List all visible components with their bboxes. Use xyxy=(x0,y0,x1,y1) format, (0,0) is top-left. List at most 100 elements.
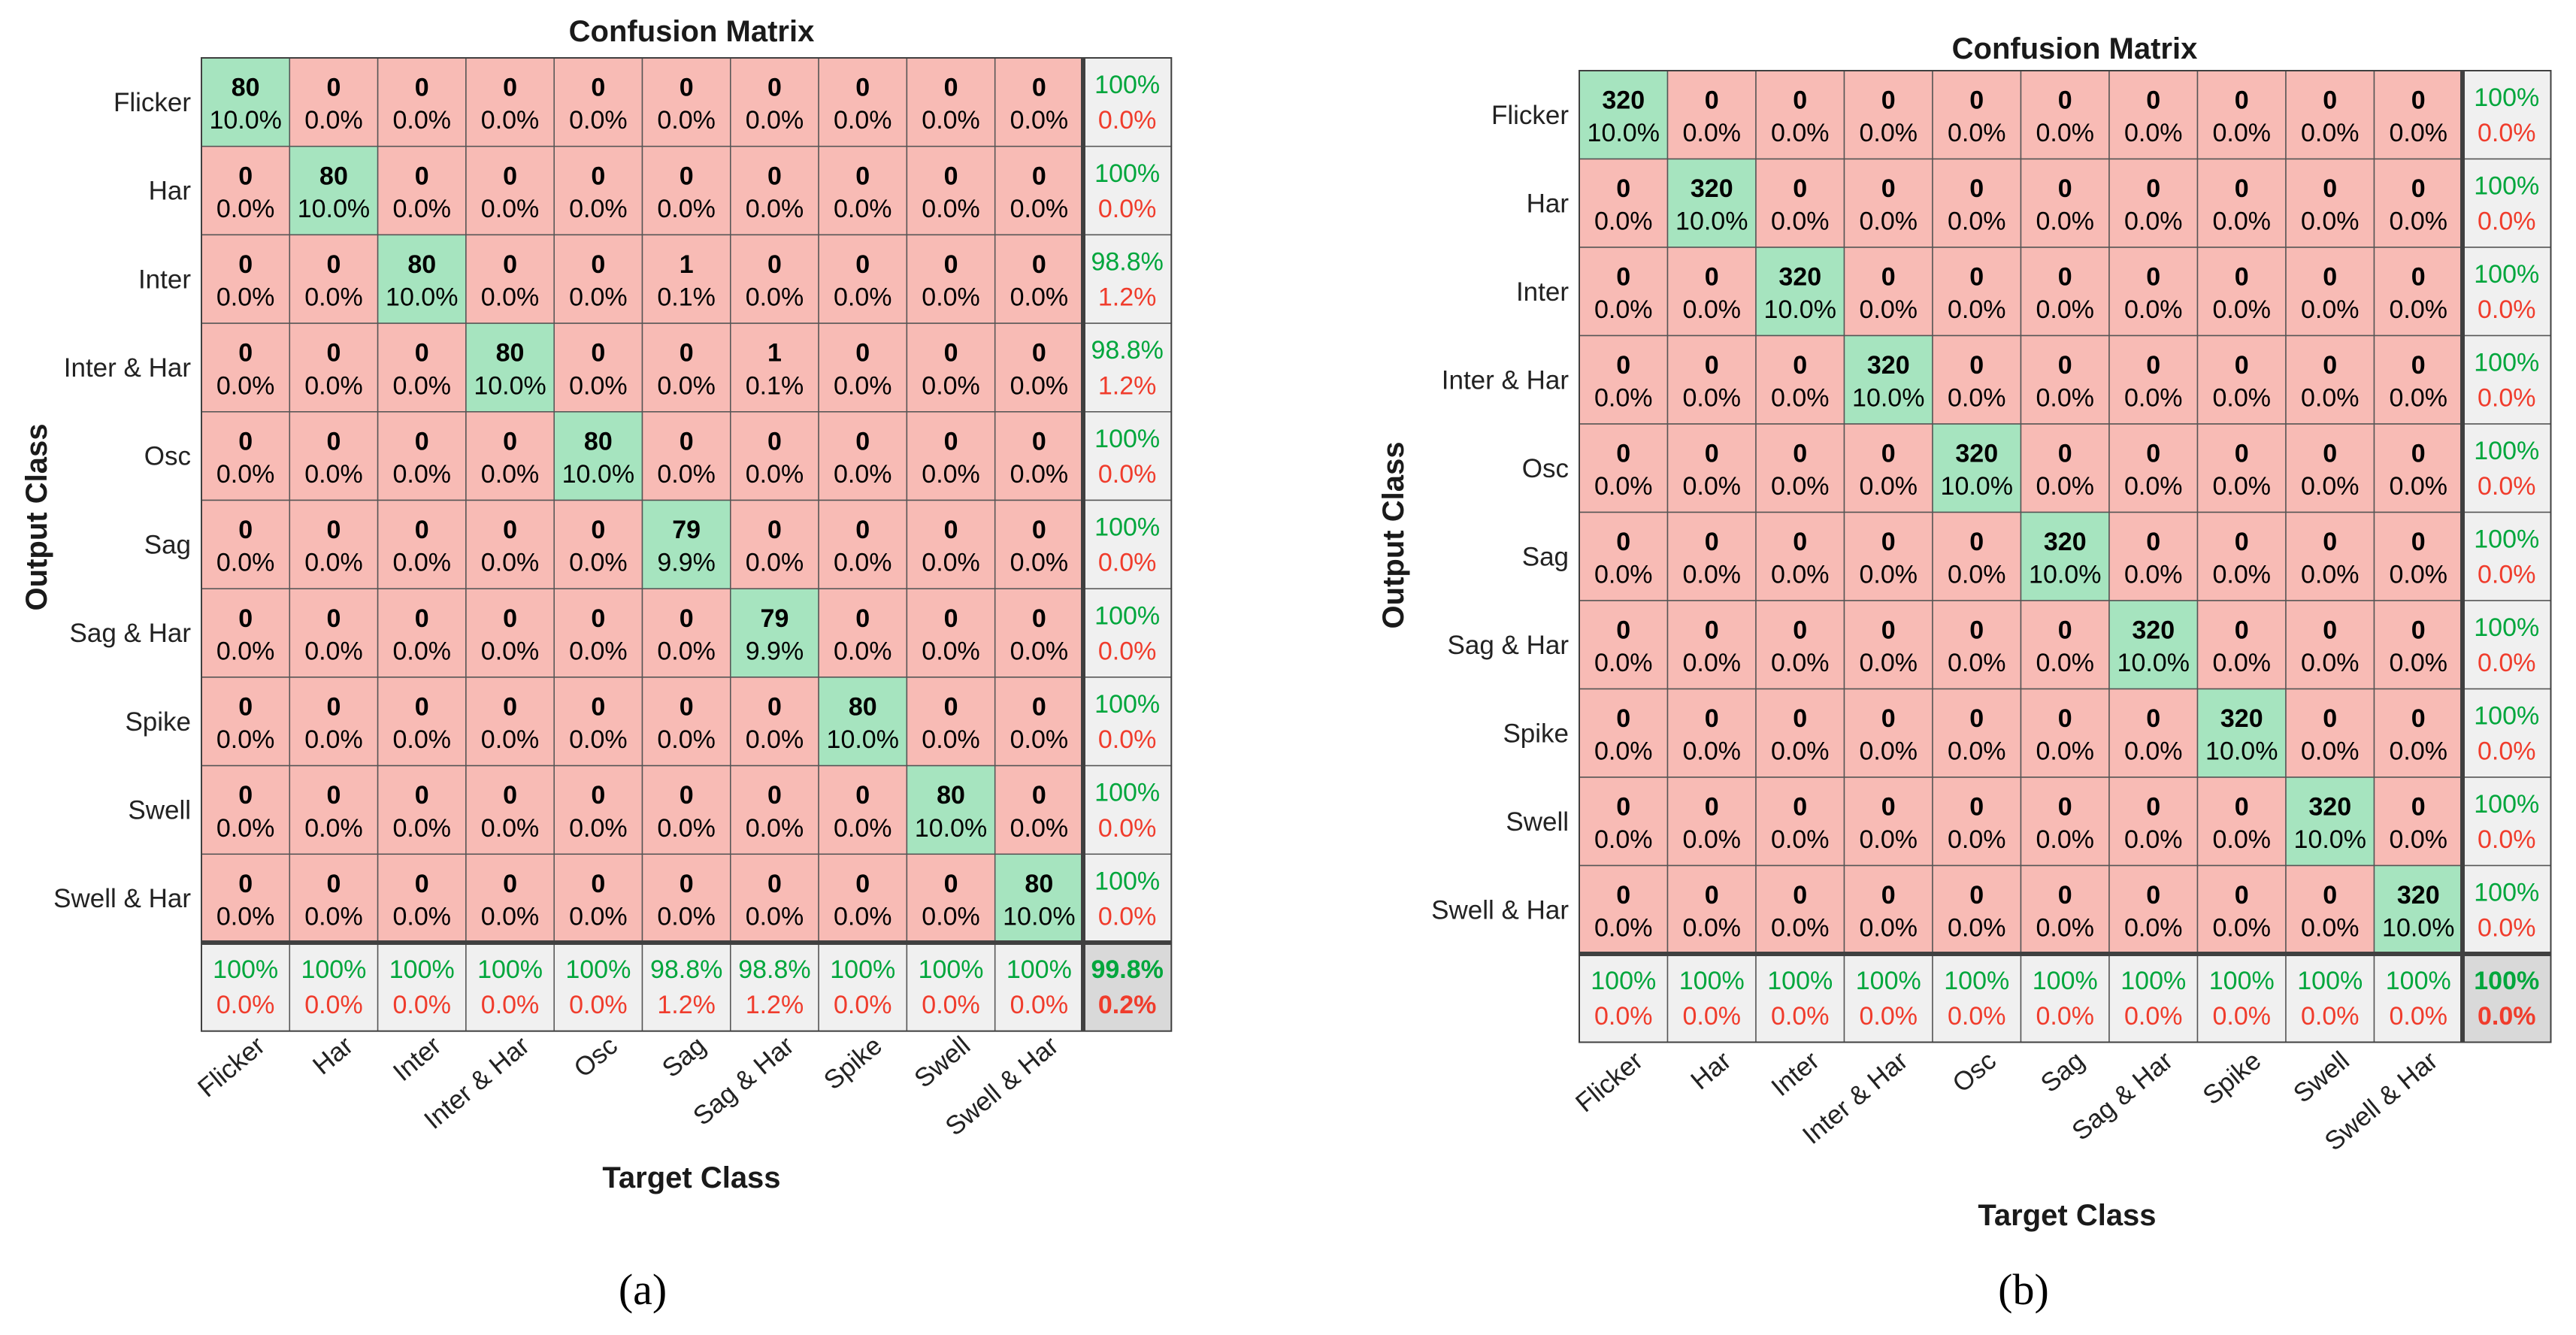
col-recall: 100% xyxy=(2297,967,2363,995)
matrix-cell: 0 0.0% xyxy=(1579,776,1669,867)
row-summary-cell: 100% 0.0% xyxy=(2462,600,2552,690)
row-error: 0.0% xyxy=(2478,825,2536,854)
matrix-cell: 320 10.0% xyxy=(2285,776,2375,867)
cell-count: 0 xyxy=(944,870,958,898)
col-summary-cell: 98.8% 1.2% xyxy=(641,942,731,1032)
cell-percent: 0.0% xyxy=(2301,561,2360,589)
cell-count: 0 xyxy=(767,516,782,544)
matrix-cell: 0 0.0% xyxy=(377,322,467,413)
col-label: Flicker xyxy=(1570,1046,1648,1118)
cell-percent: 0.0% xyxy=(1948,295,2006,324)
cell-percent: 0.0% xyxy=(746,106,804,135)
matrix-cell: 320 10.0% xyxy=(1666,158,1757,248)
matrix-cell: 320 10.0% xyxy=(1843,335,1933,425)
col-error: 0.0% xyxy=(1948,1002,2006,1031)
cell-percent: 0.0% xyxy=(657,725,716,754)
cell-count: 0 xyxy=(1793,174,1807,203)
cell-percent: 0.0% xyxy=(1010,814,1069,843)
cell-percent: 0.0% xyxy=(216,725,275,754)
row-label: Har xyxy=(1527,189,1570,218)
cell-percent: 0.0% xyxy=(746,725,804,754)
subfigure-label: (a) xyxy=(619,1265,667,1314)
cell-percent: 10.0% xyxy=(298,195,370,223)
matrix-cell: 0 0.0% xyxy=(994,764,1084,855)
row-precision: 100% xyxy=(2474,613,2539,642)
cell-percent: 0.0% xyxy=(2301,384,2360,413)
cell-count: 0 xyxy=(855,516,870,544)
matrix-cell: 0 0.0% xyxy=(2285,70,2375,160)
y-axis-label: Output Class xyxy=(20,424,53,611)
cell-count: 0 xyxy=(855,250,870,279)
col-error: 0.0% xyxy=(2036,1002,2095,1031)
cell-percent: 0.0% xyxy=(1010,195,1069,223)
row-error: 0.0% xyxy=(1098,195,1157,223)
matrix-cell: 0 0.0% xyxy=(1843,511,1933,601)
matrix-cell: 80 10.0% xyxy=(994,853,1084,943)
cell-count: 0 xyxy=(2058,351,2072,380)
matrix-cell: 80 10.0% xyxy=(818,677,908,767)
cell-count: 0 xyxy=(2235,263,2249,292)
cell-count: 320 xyxy=(1602,86,1645,115)
cell-percent: 0.0% xyxy=(834,460,892,489)
cell-percent: 0.0% xyxy=(922,460,980,489)
matrix-cell: 320 10.0% xyxy=(2196,688,2287,778)
matrix-cell: 0 0.0% xyxy=(1755,423,1845,513)
matrix-cell: 0 0.0% xyxy=(1932,600,2022,690)
cell-percent: 0.0% xyxy=(1771,384,1830,413)
matrix-cell: 0 0.0% xyxy=(906,411,996,501)
cell-count: 0 xyxy=(2235,351,2249,380)
cell-count: 0 xyxy=(1793,351,1807,380)
col-recall: 100% xyxy=(2209,967,2275,995)
col-summary-cell: 100% 0.0% xyxy=(1579,953,1669,1043)
cell-count: 0 xyxy=(1969,704,1984,733)
col-recall: 100% xyxy=(213,955,278,984)
cell-percent: 0.0% xyxy=(304,283,363,312)
row-error: 1.2% xyxy=(1098,283,1157,312)
matrix-cell: 0 0.0% xyxy=(289,677,379,767)
cell-percent: 0.1% xyxy=(746,371,804,400)
col-summary-cell: 100% 0.0% xyxy=(553,942,643,1032)
matrix-cell: 0 0.0% xyxy=(1932,70,2022,160)
matrix-cell: 0 0.0% xyxy=(1755,776,1845,867)
cell-count: 80 xyxy=(232,74,260,102)
cell-percent: 0.0% xyxy=(481,725,540,754)
cell-count: 0 xyxy=(415,781,429,810)
col-summary-cell: 100% 0.0% xyxy=(289,942,379,1032)
cell-percent: 0.0% xyxy=(2390,207,2448,236)
matrix-cell: 0 0.0% xyxy=(553,677,643,767)
matrix-cell: 0 0.0% xyxy=(818,145,908,236)
cell-percent: 0.0% xyxy=(1683,119,1742,147)
matrix-title: Confusion Matrix xyxy=(569,15,815,48)
matrix-cell: 0 0.0% xyxy=(553,499,643,589)
cell-count: 0 xyxy=(855,427,870,456)
col-recall: 98.8% xyxy=(650,955,722,984)
cell-percent: 0.0% xyxy=(393,902,452,931)
col-summary-cell: 98.8% 1.2% xyxy=(730,942,819,1032)
matrix-cell: 0 0.0% xyxy=(1666,688,1757,778)
matrix-cell: 0 0.0% xyxy=(2285,600,2375,690)
cell-count: 320 xyxy=(1691,174,1733,203)
matrix-cell: 0 0.0% xyxy=(730,145,819,236)
cell-count: 0 xyxy=(2323,174,2337,203)
cell-count: 0 xyxy=(2146,528,2160,556)
matrix-cell: 320 10.0% xyxy=(2373,864,2463,955)
row-precision: 100% xyxy=(2474,790,2539,819)
row-error: 0.0% xyxy=(2478,914,2536,943)
cell-count: 0 xyxy=(415,870,429,898)
cell-count: 0 xyxy=(2058,174,2072,203)
cell-percent: 10.0% xyxy=(2117,649,2190,677)
matrix-cell: 0 0.0% xyxy=(906,322,996,413)
matrix-cell: 0 0.0% xyxy=(1755,70,1845,160)
cell-count: 0 xyxy=(767,781,782,810)
cell-count: 0 xyxy=(1881,704,1896,733)
cell-percent: 0.0% xyxy=(2213,295,2272,324)
row-summary-cell: 98.8% 1.2% xyxy=(1082,322,1173,413)
cell-count: 0 xyxy=(326,250,341,279)
cell-count: 0 xyxy=(1032,162,1046,190)
cell-percent: 9.9% xyxy=(657,549,716,577)
cell-percent: 0.0% xyxy=(1771,207,1830,236)
cell-percent: 10.0% xyxy=(1588,119,1660,147)
row-precision: 100% xyxy=(1094,513,1160,542)
cell-percent: 0.0% xyxy=(746,195,804,223)
matrix-cell: 0 0.0% xyxy=(994,411,1084,501)
